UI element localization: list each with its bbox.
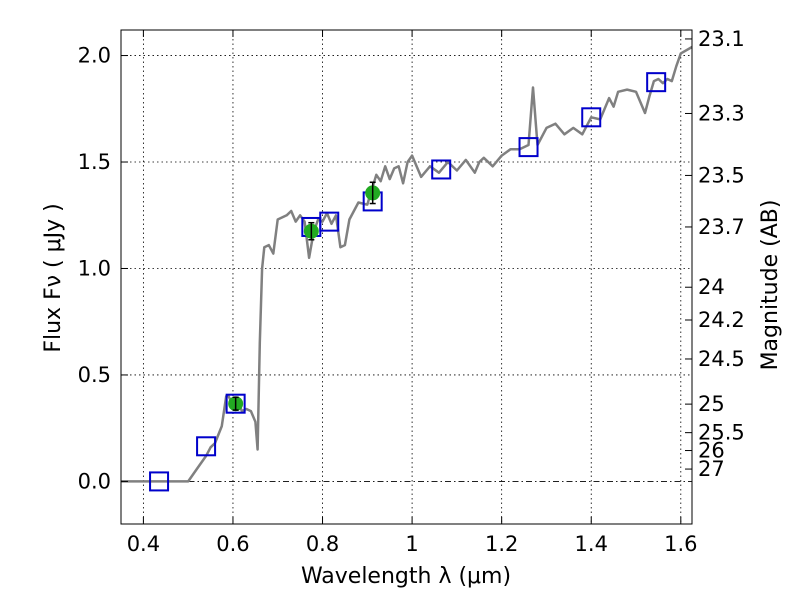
x-axis-label: Wavelength λ (μm) bbox=[301, 564, 511, 589]
y-tick-label: 2.0 bbox=[78, 44, 111, 68]
x-tick-label: 0.6 bbox=[216, 532, 249, 556]
right-tick-label: 23.5 bbox=[698, 163, 745, 187]
right-tick-label: 27 bbox=[698, 457, 725, 481]
right-tick-label: 24.2 bbox=[698, 308, 745, 332]
label-layer: 0.4 0.6 0.8 1 1.2 1.4 1.6 0.0 0.5 1.0 1.5 2.0 23.1 23… bbox=[78, 27, 745, 556]
right-tick-label: 26 bbox=[698, 439, 725, 463]
y-tick-label: 0.5 bbox=[78, 363, 111, 387]
model-square bbox=[431, 159, 452, 180]
x-tick-label: 1.6 bbox=[664, 532, 697, 556]
y-tick-label: 0.0 bbox=[78, 469, 111, 493]
y-axis-label: Flux Fν ( μJy ) bbox=[41, 203, 66, 352]
right-tick-label: 24 bbox=[698, 275, 725, 299]
x-tick-label: 0.4 bbox=[127, 532, 160, 556]
spectrum-line bbox=[121, 45, 693, 483]
x-tick-label: 0.8 bbox=[306, 532, 339, 556]
x-tick-label: 1.2 bbox=[485, 532, 518, 556]
marker-layer bbox=[149, 72, 667, 492]
right-tick-label: 23.7 bbox=[698, 215, 745, 239]
series-layer bbox=[121, 45, 693, 483]
model-square bbox=[225, 393, 246, 414]
y-tick-label: 1.5 bbox=[78, 150, 111, 174]
right-tick-label: 23.1 bbox=[698, 27, 745, 51]
grid-layer bbox=[121, 30, 692, 524]
y-tick-label: 1.0 bbox=[78, 256, 111, 280]
model-square bbox=[581, 107, 602, 128]
model-square bbox=[319, 211, 340, 232]
x-tick-label: 1 bbox=[405, 532, 418, 556]
y-axis-label-right: Magnitude (AB) bbox=[758, 200, 783, 371]
model-square bbox=[149, 471, 170, 492]
model-square bbox=[196, 436, 217, 457]
model-square bbox=[518, 137, 539, 158]
plot-frame bbox=[120, 29, 693, 525]
right-tick-label: 23.3 bbox=[698, 101, 745, 125]
model-square bbox=[646, 72, 667, 93]
right-tick-label: 25.5 bbox=[698, 421, 745, 445]
x-tick-label: 1.4 bbox=[575, 532, 608, 556]
tick-layer bbox=[121, 30, 692, 524]
right-tick-label: 24.5 bbox=[698, 347, 745, 371]
right-tick-label: 25 bbox=[698, 392, 725, 416]
